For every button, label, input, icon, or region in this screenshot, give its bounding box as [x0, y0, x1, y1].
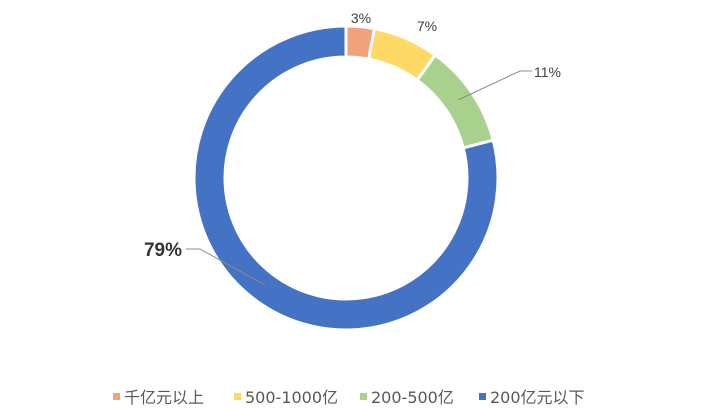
donut-chart: 3% 7% 11% 79%	[144, 10, 561, 332]
donut-slice	[192, 24, 500, 332]
legend-item: 500-1000亿	[234, 384, 338, 408]
legend-swatch	[360, 392, 367, 400]
data-label: 11%	[534, 64, 561, 80]
data-label: 3%	[351, 10, 371, 26]
legend-item: 200-500亿	[360, 384, 454, 408]
legend-label: 200-500亿	[371, 388, 454, 407]
legend-item: 千亿元以上	[113, 384, 204, 408]
legend-label: 千亿元以上	[124, 388, 205, 407]
legend-item: 200亿元以下	[479, 384, 585, 408]
leader-line	[457, 70, 532, 101]
legend-swatch	[479, 392, 486, 400]
legend: 千亿元以上 500-1000亿 200-500亿 200亿元以下	[0, 384, 716, 408]
data-label: 7%	[417, 18, 437, 34]
legend-swatch	[234, 392, 241, 400]
donut-slice	[415, 52, 496, 150]
legend-label: 500-1000亿	[245, 388, 339, 407]
leader-line	[186, 248, 266, 286]
data-label: 79%	[144, 240, 182, 261]
legend-label: 200亿元以下	[490, 388, 585, 407]
legend-swatch	[113, 392, 120, 400]
